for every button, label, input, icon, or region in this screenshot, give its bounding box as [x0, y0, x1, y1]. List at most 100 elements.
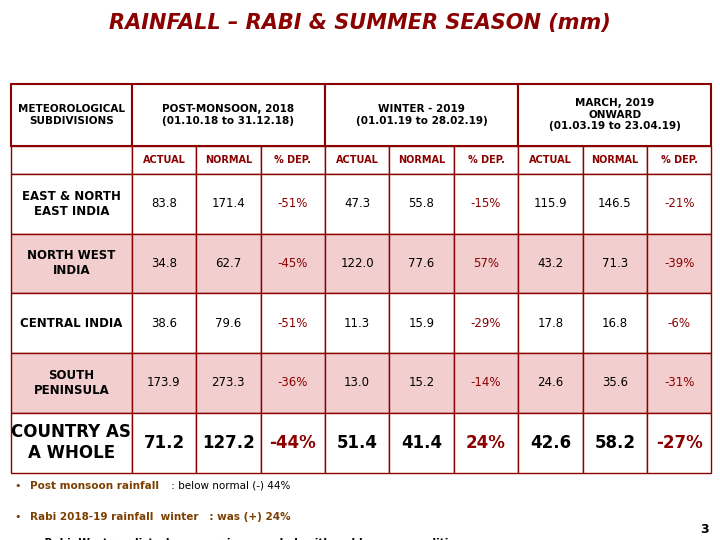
Text: -31%: -31%	[664, 376, 694, 389]
Text: 35.6: 35.6	[602, 376, 628, 389]
Text: -36%: -36%	[278, 376, 308, 389]
Bar	[325, 234, 390, 293]
Text: COUNTRY AS
A WHOLE: COUNTRY AS A WHOLE	[12, 423, 131, 462]
Text: 16.8: 16.8	[602, 316, 628, 330]
Text: 51.4: 51.4	[337, 434, 378, 451]
Bar	[518, 84, 711, 146]
Bar	[11, 293, 132, 353]
Bar	[390, 353, 454, 413]
Bar	[518, 413, 582, 472]
Bar	[454, 234, 518, 293]
Text: RAINFALL – RABI & SUMMER SEASON (mm): RAINFALL – RABI & SUMMER SEASON (mm)	[109, 14, 611, 33]
Bar	[454, 353, 518, 413]
Bar	[390, 234, 454, 293]
Bar	[390, 174, 454, 234]
Text: Rabi 2018-19 rainfall  winter   : was (+) 24%: Rabi 2018-19 rainfall winter : was (+) 2…	[30, 512, 291, 522]
Bar	[647, 353, 711, 413]
Text: 3: 3	[701, 523, 709, 536]
Bar	[11, 84, 132, 146]
Bar	[11, 353, 132, 413]
Text: 79.6: 79.6	[215, 316, 241, 330]
Bar	[196, 293, 261, 353]
Text: 34.8: 34.8	[151, 257, 177, 270]
Bar	[196, 174, 261, 234]
Bar	[132, 174, 196, 234]
Bar	[518, 234, 582, 293]
Text: 55.8: 55.8	[409, 197, 434, 210]
Bar	[582, 234, 647, 293]
Text: 62.7: 62.7	[215, 257, 241, 270]
Text: -21%: -21%	[664, 197, 694, 210]
Bar	[647, 413, 711, 472]
Text: 24%: 24%	[466, 434, 506, 451]
Bar	[132, 84, 325, 146]
Text: •: •	[14, 481, 21, 491]
Text: CENTRAL INDIA: CENTRAL INDIA	[20, 316, 122, 330]
Bar	[261, 413, 325, 472]
Text: NORMAL: NORMAL	[591, 155, 639, 165]
Bar	[196, 146, 261, 174]
Bar	[518, 146, 582, 174]
Text: 41.4: 41.4	[401, 434, 442, 451]
Bar	[132, 234, 196, 293]
Text: 58.2: 58.2	[594, 434, 635, 451]
Bar	[518, 293, 582, 353]
Text: WINTER - 2019
(01.01.19 to 28.02.19): WINTER - 2019 (01.01.19 to 28.02.19)	[356, 104, 487, 126]
Bar	[390, 293, 454, 353]
Bar	[454, 146, 518, 174]
Bar	[390, 413, 454, 472]
Text: 77.6: 77.6	[408, 257, 435, 270]
Text: -44%: -44%	[269, 434, 316, 451]
Bar	[647, 146, 711, 174]
Text: -51%: -51%	[278, 316, 308, 330]
Text: METEOROLOGICAL
SUBDIVISIONS: METEOROLOGICAL SUBDIVISIONS	[18, 104, 125, 126]
Bar	[132, 146, 196, 174]
Bar	[647, 234, 711, 293]
Bar	[132, 413, 196, 472]
Text: 115.9: 115.9	[534, 197, 567, 210]
Text: % DEP.: % DEP.	[467, 155, 505, 165]
Bar	[518, 353, 582, 413]
Bar	[454, 174, 518, 234]
Text: 42.6: 42.6	[530, 434, 571, 451]
Text: -14%: -14%	[471, 376, 501, 389]
Bar	[582, 174, 647, 234]
Text: 146.5: 146.5	[598, 197, 631, 210]
Text: -15%: -15%	[471, 197, 501, 210]
Bar	[325, 146, 390, 174]
Bar	[518, 174, 582, 234]
Bar	[325, 293, 390, 353]
Bar	[196, 413, 261, 472]
Text: : below normal (-) 44%: : below normal (-) 44%	[142, 481, 290, 491]
Bar	[647, 293, 711, 353]
Text: NORTH WEST
INDIA: NORTH WEST INDIA	[27, 249, 115, 278]
Text: NORMAL: NORMAL	[398, 155, 445, 165]
Text: EAST & NORTH
EAST INDIA: EAST & NORTH EAST INDIA	[22, 190, 121, 218]
Text: 24.6: 24.6	[537, 376, 564, 389]
Text: ACTUAL: ACTUAL	[336, 155, 379, 165]
Text: 173.9: 173.9	[147, 376, 181, 389]
Text: -51%: -51%	[278, 197, 308, 210]
Bar	[261, 146, 325, 174]
Text: 122.0: 122.0	[341, 257, 374, 270]
Bar	[261, 234, 325, 293]
Bar	[196, 234, 261, 293]
Text: 15.9: 15.9	[408, 316, 435, 330]
Bar	[11, 413, 132, 472]
Text: 57%: 57%	[473, 257, 499, 270]
Bar	[325, 413, 390, 472]
Text: 171.4: 171.4	[212, 197, 246, 210]
Text: SOUTH
PENINSULA: SOUTH PENINSULA	[33, 369, 109, 397]
Text: 17.8: 17.8	[537, 316, 564, 330]
Text: POST-MONSOON, 2018
(01.10.18 to 31.12.18): POST-MONSOON, 2018 (01.10.18 to 31.12.18…	[162, 104, 294, 126]
Text: 71.2: 71.2	[143, 434, 184, 451]
Text: ACTUAL: ACTUAL	[529, 155, 572, 165]
Bar	[261, 353, 325, 413]
Text: 15.2: 15.2	[408, 376, 435, 389]
Text: 38.6: 38.6	[151, 316, 177, 330]
Text: 47.3: 47.3	[344, 197, 370, 210]
Text: -39%: -39%	[664, 257, 694, 270]
Text: -27%: -27%	[656, 434, 703, 451]
Bar	[582, 146, 647, 174]
Bar	[11, 234, 132, 293]
